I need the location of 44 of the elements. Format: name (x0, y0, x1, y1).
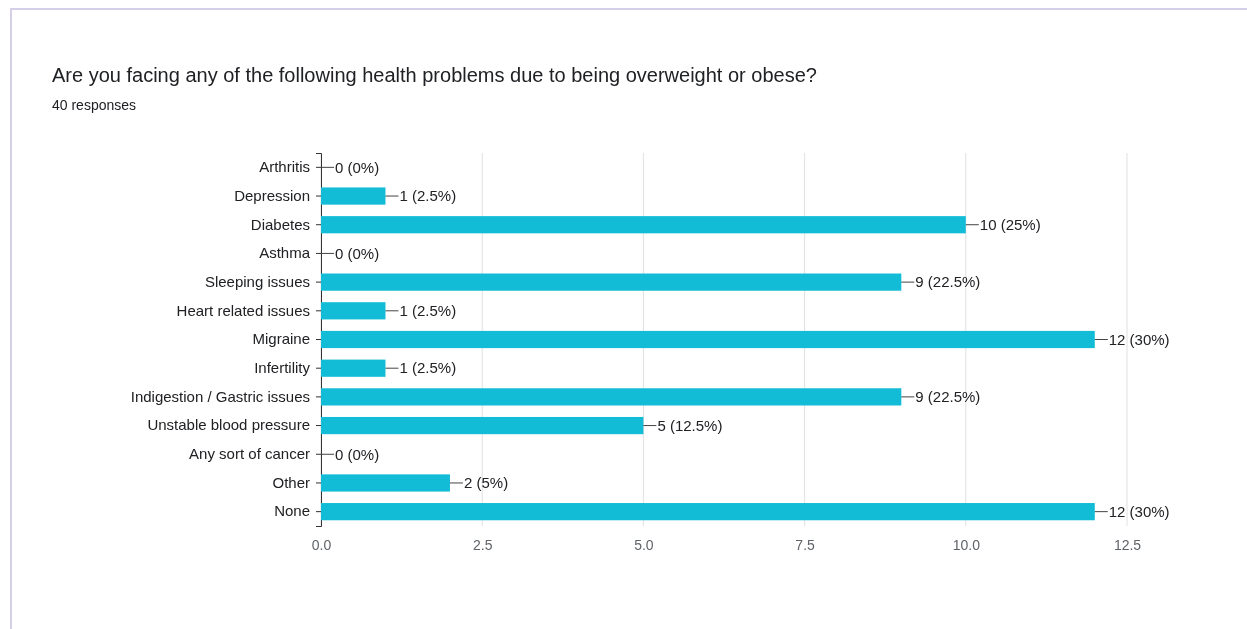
y-tick-label: Asthma (259, 244, 311, 262)
y-tick-label: Infertility (254, 358, 311, 376)
y-tick-label: Indigestion / Gastric issues (130, 387, 310, 405)
bar (321, 273, 902, 291)
data-label: 1 (2.5%) (399, 359, 457, 377)
data-label: 9 (22.5%) (915, 388, 981, 406)
data-label: 1 (2.5%) (399, 187, 457, 205)
bar (321, 187, 386, 205)
y-tick-label: Sleeping issues (204, 272, 310, 290)
data-label: 1 (2.5%) (399, 302, 457, 320)
data-label: 2 (5%) (463, 474, 509, 492)
x-tick-label: 0.0 (311, 536, 332, 553)
bar (321, 359, 386, 377)
data-label: 0 (0%) (335, 445, 380, 463)
bar (321, 330, 1095, 349)
x-tick-label: 7.5 (795, 536, 816, 553)
y-tick-label: Other (272, 473, 310, 491)
y-tick-label: Migraine (252, 330, 310, 348)
bar (321, 302, 386, 320)
y-tick-label: Any sort of cancer (189, 445, 310, 463)
y-tick-label: Heart related issues (176, 301, 310, 319)
bar (321, 216, 966, 234)
x-tick-label: 2.5 (472, 536, 493, 553)
y-tick-label: Arthritis (259, 158, 310, 176)
y-tick-label: Diabetes (250, 215, 310, 233)
data-label: 12 (30%) (1108, 330, 1170, 348)
text: 40 responses (52, 97, 137, 113)
data-label: 0 (0%) (335, 244, 380, 262)
y-tick-label: Depression (234, 186, 310, 204)
data-label: 0 (0%) (335, 158, 380, 176)
y-tick-label: Unstable blood pressure (147, 416, 310, 434)
bar (321, 416, 644, 435)
data-label: 9 (22.5%) (915, 273, 981, 291)
bar (321, 388, 902, 406)
bar (321, 474, 450, 492)
y-tick-label: None (274, 502, 310, 520)
x-tick-label: 10.0 (952, 536, 981, 553)
data-label: 5 (12.5%) (657, 416, 723, 434)
x-tick-label: 12.5 (1113, 536, 1142, 553)
data-label: 12 (30%) (1108, 502, 1170, 520)
chart-title: Are you facing any of the following health problems due to being overweight or obese? (52, 64, 817, 86)
x-tick-label: 5.0 (634, 536, 654, 553)
data-label: 10 (25%) (979, 215, 1041, 233)
bar (321, 503, 1095, 521)
